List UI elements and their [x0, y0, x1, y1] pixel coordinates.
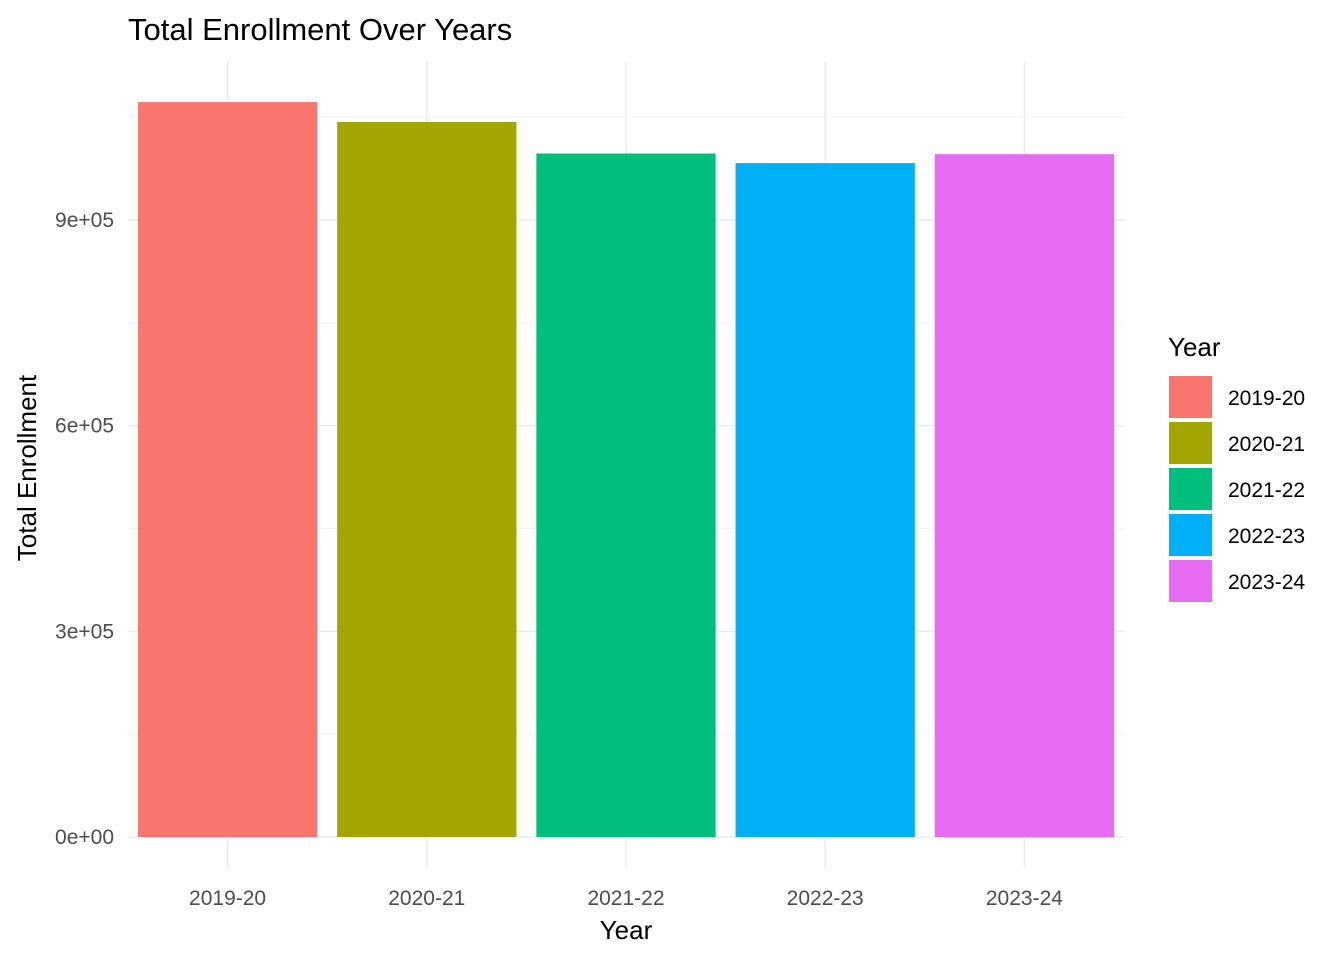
- legend: Year 2019-20 2020-21 2021-22 2022-23 2023-24: [1168, 332, 1305, 602]
- legend-label: 2021-22: [1228, 479, 1305, 502]
- y-tick-label: 6e+05: [55, 415, 114, 438]
- y-tick-labels: 0e+00 3e+05 6e+05 9e+05: [55, 209, 114, 849]
- bar-2019-20: [137, 102, 318, 837]
- x-tick-label: 2021-22: [587, 887, 664, 910]
- y-axis-title: Total Enrollment: [12, 374, 42, 561]
- bar-2021-22: [536, 153, 716, 838]
- legend-label: 2023-24: [1228, 571, 1305, 594]
- x-tick-label: 2019-20: [189, 887, 266, 910]
- legend-title: Year: [1168, 332, 1221, 362]
- bars: [137, 102, 1115, 838]
- legend-label: 2022-23: [1228, 525, 1305, 548]
- chart-title: Total Enrollment Over Years: [128, 12, 512, 47]
- x-axis-title: Year: [600, 915, 653, 945]
- y-tick-label: 0e+00: [55, 826, 114, 849]
- bar-2023-24: [934, 154, 1115, 838]
- bar-2020-21: [337, 121, 517, 837]
- y-tick-label: 3e+05: [55, 620, 114, 643]
- legend-key-2019-20: [1169, 376, 1212, 418]
- legend-key-2023-24: [1169, 560, 1212, 602]
- legend-key-2020-21: [1169, 422, 1212, 464]
- x-tick-label: 2023-24: [986, 887, 1063, 910]
- legend-items: 2019-20 2020-21 2021-22 2022-23 2023-24: [1169, 376, 1305, 602]
- x-tick-labels: 2019-20 2020-21 2021-22 2022-23 2023-24: [189, 887, 1063, 910]
- legend-key-2022-23: [1169, 514, 1212, 556]
- legend-key-2021-22: [1169, 468, 1212, 510]
- bar-2022-23: [735, 163, 915, 838]
- x-tick-label: 2022-23: [787, 887, 864, 910]
- x-tick-label: 2020-21: [388, 887, 465, 910]
- legend-label: 2019-20: [1228, 387, 1305, 410]
- y-tick-label: 9e+05: [55, 209, 114, 232]
- legend-label: 2020-21: [1228, 433, 1305, 456]
